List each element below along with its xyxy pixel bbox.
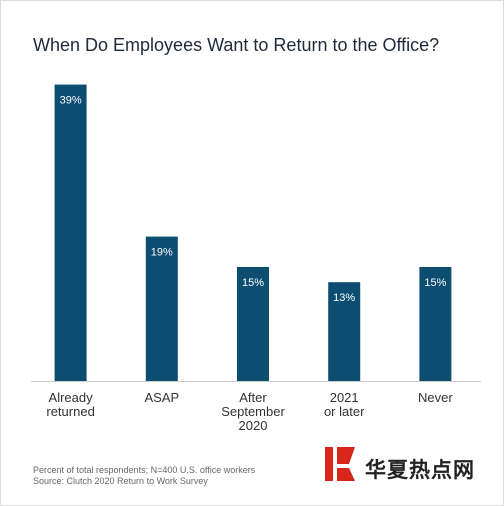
bar bbox=[54, 84, 87, 381]
x-tick-label: 2021 or later bbox=[323, 390, 365, 419]
x-tick-label: After September 2020 bbox=[221, 390, 285, 433]
bar bbox=[419, 267, 452, 381]
data-label: 39% bbox=[60, 95, 82, 107]
watermark: 华夏热点网 bbox=[365, 459, 475, 482]
data-label: 19% bbox=[151, 247, 173, 259]
x-tick-label: ASAP bbox=[144, 390, 180, 405]
x-tick-label: Already returned bbox=[46, 390, 95, 419]
bar bbox=[237, 267, 269, 381]
source-note: Source: Clutch 2020 Return to Work Surve… bbox=[33, 476, 208, 486]
data-label: 13% bbox=[333, 292, 355, 304]
footnote: Percent of total respondents; N=400 U.S.… bbox=[33, 465, 256, 475]
bar bbox=[145, 236, 178, 381]
watermark-logo bbox=[323, 445, 359, 483]
chart-title: When Do Employees Want to Return to the … bbox=[33, 35, 440, 55]
bar bbox=[328, 282, 361, 381]
x-tick-label: Never bbox=[418, 390, 453, 405]
data-label: 15% bbox=[242, 277, 264, 289]
data-label: 15% bbox=[424, 277, 446, 289]
